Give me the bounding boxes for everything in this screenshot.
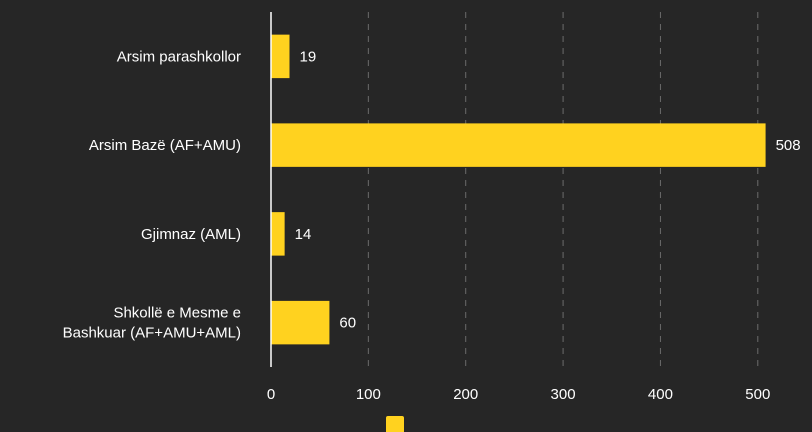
x-tick-label: 300 <box>551 386 576 403</box>
grid-layer <box>367 12 759 367</box>
x-tick-label: 0 <box>267 386 275 403</box>
bar[interactable] <box>271 212 285 256</box>
x-tick-label: 400 <box>648 386 673 403</box>
category-label: Arsim parashkollor <box>117 48 241 65</box>
x-tick-label: 100 <box>356 386 381 403</box>
category-label: Arsim Bazë (AF+AMU) <box>89 137 241 154</box>
bar[interactable] <box>271 123 766 167</box>
legend-swatch[interactable] <box>386 416 404 432</box>
bar-value-label: 14 <box>295 226 312 243</box>
bar-layer <box>271 34 766 345</box>
x-tick-label: 500 <box>745 386 770 403</box>
bar[interactable] <box>271 34 290 79</box>
label-layer: 0 100 200 300 400 500 19 Arsim parashkollor 508 A… <box>63 48 801 403</box>
x-tick-label: 200 <box>453 386 478 403</box>
category-label: Gjimnaz (AML) <box>141 226 241 243</box>
category-label: Shkollë e Mesme e <box>113 305 241 322</box>
bar-value-label: 19 <box>299 48 316 65</box>
legend[interactable] <box>386 416 404 432</box>
category-label: Bashkuar (AF+AMU+AML) <box>63 325 241 342</box>
bar[interactable] <box>271 300 330 345</box>
bar-value-label: 60 <box>339 315 356 332</box>
bar-value-label: 508 <box>776 137 801 154</box>
